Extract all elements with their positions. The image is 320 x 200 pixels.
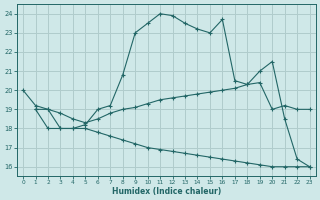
X-axis label: Humidex (Indice chaleur): Humidex (Indice chaleur) (112, 187, 221, 196)
